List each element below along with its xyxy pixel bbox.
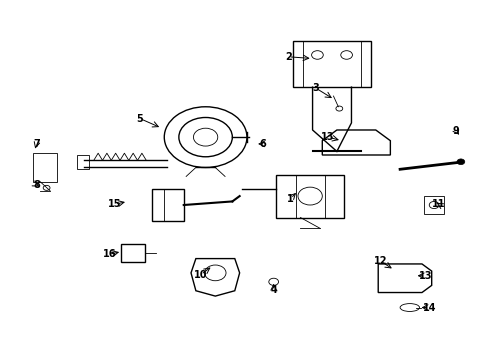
Bar bbox=[152, 189, 183, 221]
Text: 11: 11 bbox=[431, 199, 445, 209]
Text: 16: 16 bbox=[102, 249, 116, 259]
Bar bbox=[33, 153, 57, 182]
Circle shape bbox=[456, 159, 464, 165]
Bar bbox=[292, 41, 370, 87]
Text: 15: 15 bbox=[108, 199, 121, 209]
Text: 7: 7 bbox=[33, 139, 40, 149]
Text: 10: 10 bbox=[194, 270, 207, 280]
Text: 13: 13 bbox=[321, 132, 334, 142]
Text: 9: 9 bbox=[452, 126, 458, 136]
Text: 1: 1 bbox=[287, 194, 293, 203]
Bar bbox=[276, 175, 344, 217]
Text: 8: 8 bbox=[33, 180, 40, 190]
Text: 12: 12 bbox=[373, 256, 386, 266]
Text: 5: 5 bbox=[136, 113, 143, 123]
Text: 2: 2 bbox=[285, 52, 291, 62]
Bar bbox=[121, 244, 145, 262]
Text: 3: 3 bbox=[312, 83, 319, 93]
Bar bbox=[77, 155, 89, 169]
Text: 13: 13 bbox=[418, 271, 431, 281]
Bar bbox=[424, 196, 443, 214]
Circle shape bbox=[335, 106, 342, 111]
Text: 6: 6 bbox=[259, 139, 266, 149]
Text: 14: 14 bbox=[422, 302, 435, 312]
Text: 4: 4 bbox=[270, 285, 277, 295]
